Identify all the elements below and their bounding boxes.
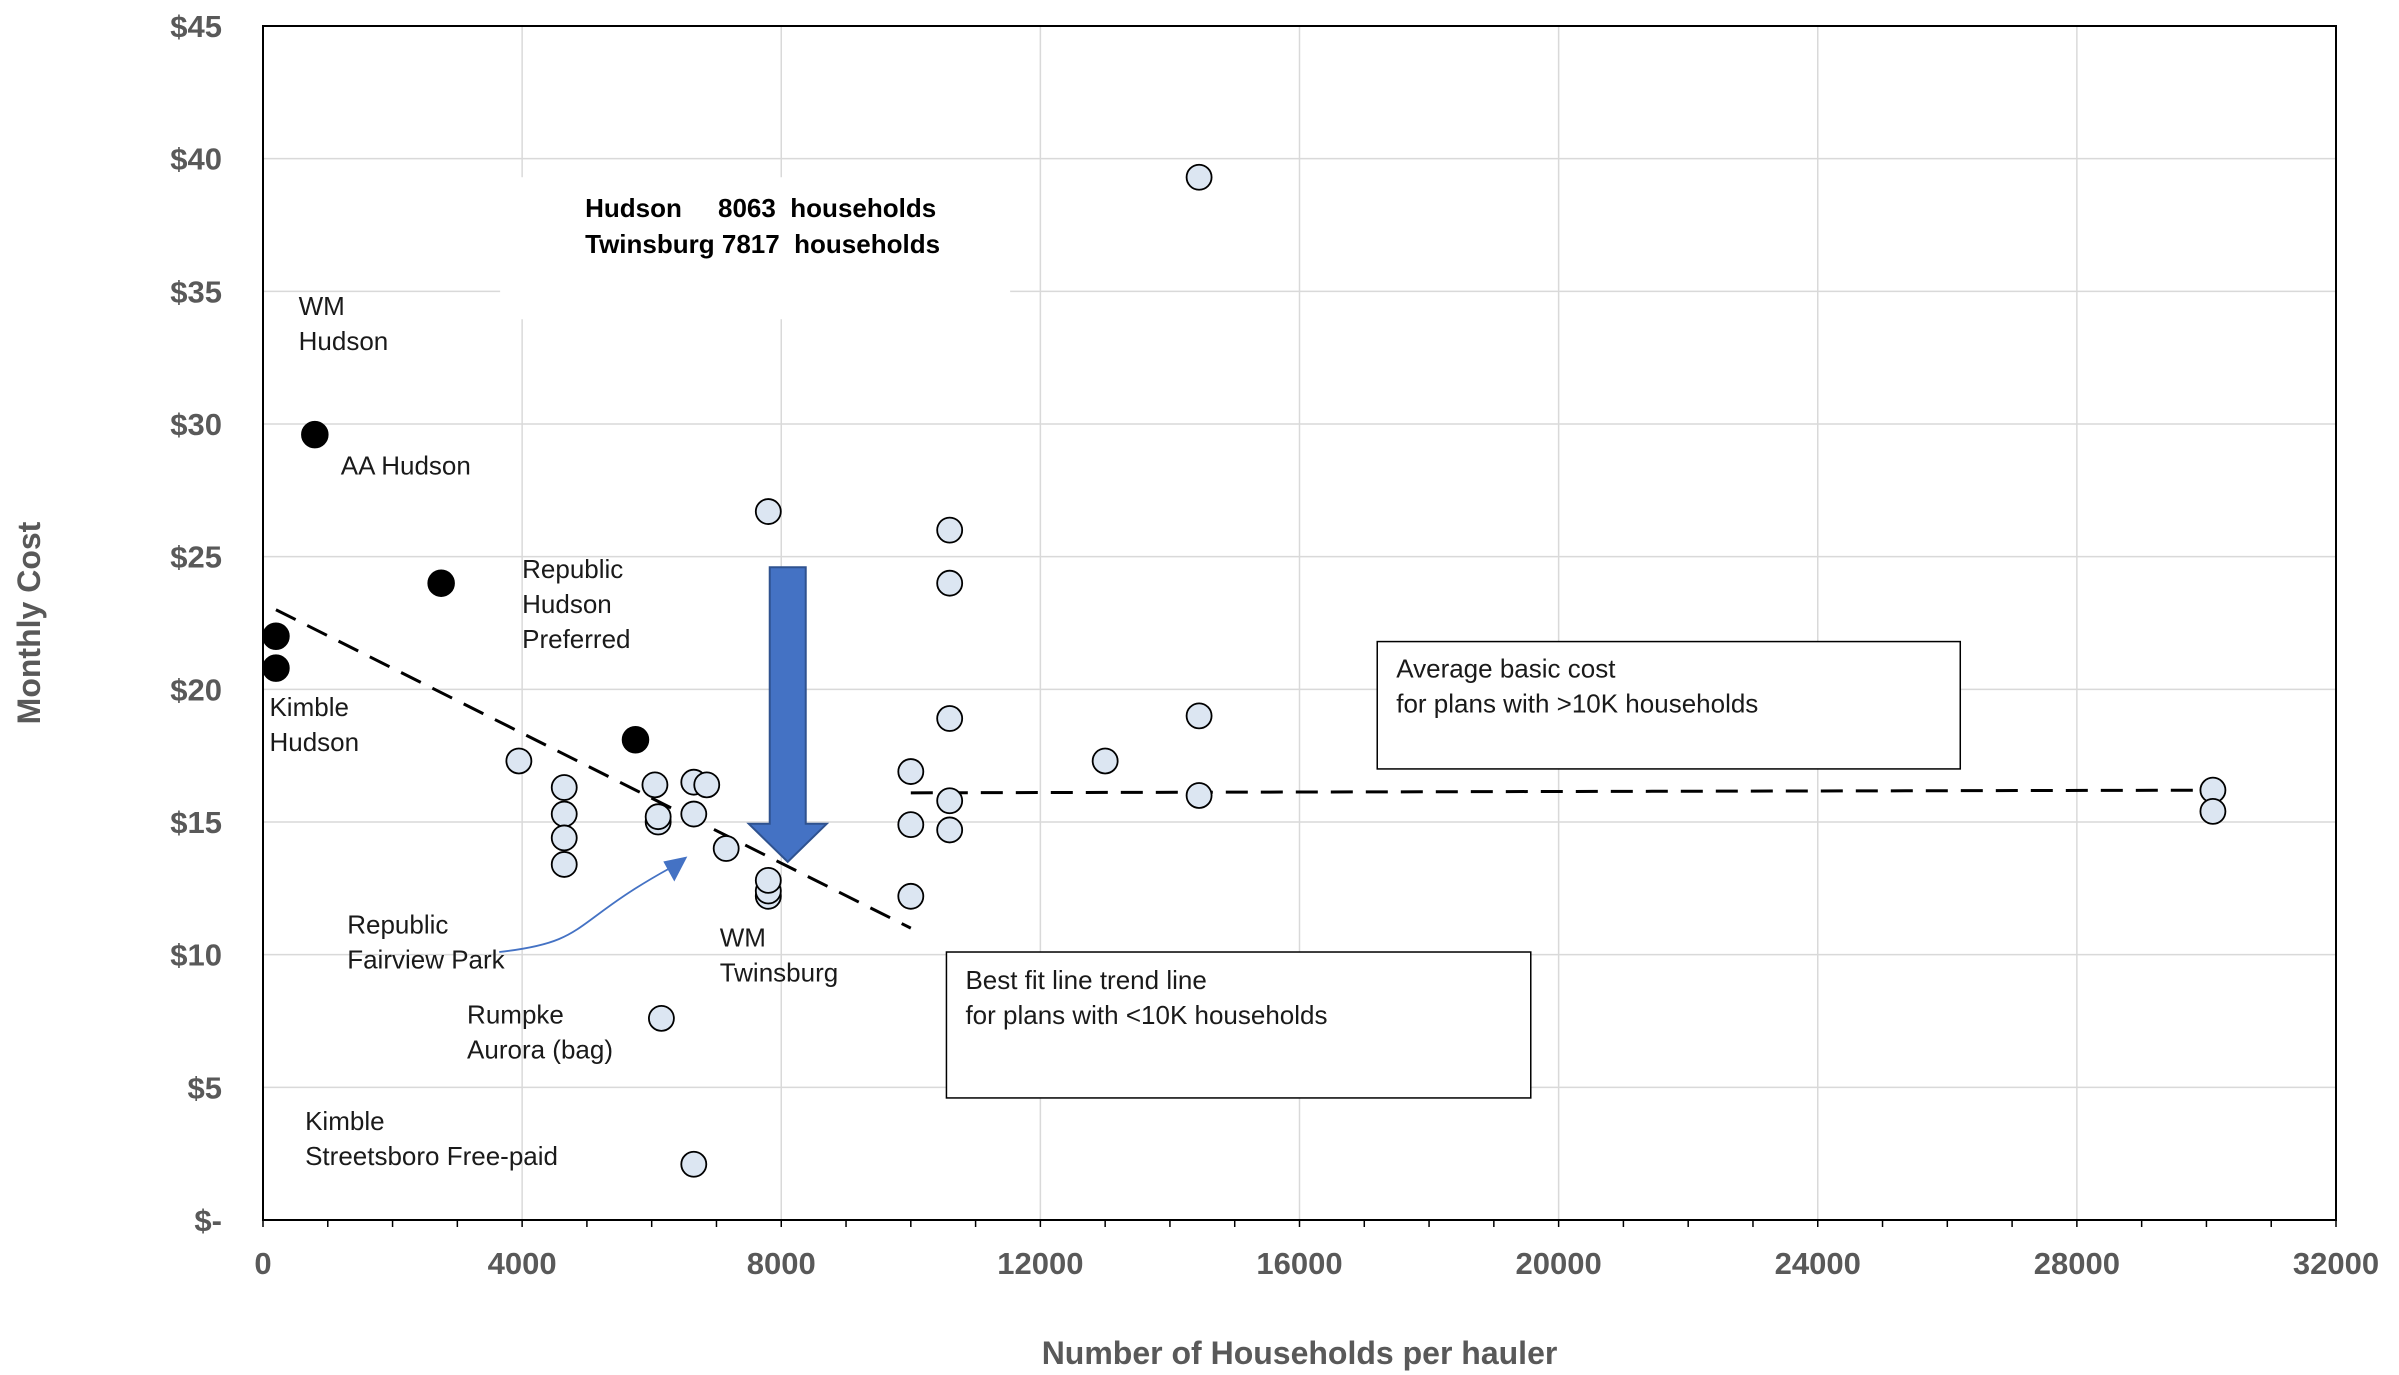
trend-line	[910, 788, 2213, 795]
x-tick-label: 32000	[2293, 1246, 2379, 1281]
point-annotation-text: WM	[720, 923, 766, 953]
point-annotation-text: Streetsboro Free-paid	[305, 1141, 558, 1171]
y-tick-label: $-	[194, 1203, 222, 1238]
highlighted-data-point	[621, 725, 650, 754]
data-point	[897, 882, 925, 910]
point-annotation-text: Preferred	[522, 624, 630, 654]
curved-arrow	[499, 856, 688, 953]
curved-arrow-line	[499, 867, 670, 953]
down-arrow	[746, 566, 830, 864]
best-fit-box: Best fit line trend line for plans with …	[945, 951, 1532, 1099]
point-annotation-text: Kimble	[269, 692, 348, 722]
data-point	[693, 771, 721, 799]
data-point	[936, 516, 964, 544]
y-tick-label: $30	[170, 407, 222, 442]
curved-arrow-head	[663, 856, 688, 882]
trend-lines	[275, 608, 2213, 930]
data-point	[897, 811, 925, 839]
data-point	[936, 787, 964, 815]
best-fit-line-2: for plans with <10K households	[965, 1000, 1327, 1030]
highlighted-data-point	[262, 622, 290, 651]
point-annotation-text: AA Hudson	[341, 450, 471, 480]
point-annotation-text: Twinsburg	[720, 958, 839, 988]
point-annotation-text: Fairview Park	[347, 944, 505, 974]
data-point	[712, 835, 740, 862]
data-point	[936, 705, 964, 732]
highlighted-points	[262, 420, 650, 754]
point-annotation-text: Kimble	[305, 1106, 384, 1136]
data-point	[897, 758, 925, 785]
point-annotation-text: Hudson	[522, 589, 612, 619]
info-hudson-line: Hudson 8063 households	[585, 193, 936, 223]
data-point	[1091, 747, 1119, 775]
point-annotation-text: Aurora (bag)	[467, 1035, 613, 1065]
best-fit-line-1: Best fit line trend line	[965, 965, 1206, 995]
y-tick-label: $10	[170, 938, 222, 973]
point-annotation-text: Hudson	[269, 727, 359, 757]
info-box-background	[500, 177, 1011, 320]
x-tick-label: 8000	[747, 1246, 816, 1281]
data-point	[550, 774, 578, 801]
y-tick-label: $25	[170, 540, 222, 575]
x-axis-title: Number of Households per hauler	[1042, 1335, 1558, 1371]
point-annotations: WM Hudson AA Hudson Republic Hudson Preferred…	[269, 291, 838, 1171]
x-tick-label: 0	[254, 1246, 271, 1281]
y-tick-label: $35	[170, 274, 222, 309]
data-point	[754, 498, 782, 525]
data-point	[505, 747, 533, 775]
down-arrow-shape	[746, 566, 830, 864]
average-cost-box-frame	[1376, 640, 1962, 770]
trend-line	[275, 608, 912, 930]
y-axis-title: Monthly Cost	[11, 521, 47, 724]
point-annotation-text: WM	[299, 291, 345, 321]
data-point	[550, 800, 578, 828]
data-point	[936, 816, 964, 844]
x-tick-label: 16000	[1256, 1246, 1342, 1281]
y-tick-label: $40	[170, 142, 222, 177]
y-tick-label: $15	[170, 805, 222, 840]
average-cost-line-1: Average basic cost	[1396, 654, 1616, 684]
best-fit-box-frame	[945, 951, 1532, 1099]
data-point	[644, 803, 672, 831]
x-tick-label: 28000	[2034, 1246, 2120, 1281]
data-point	[648, 1004, 675, 1032]
data-point	[936, 569, 964, 597]
x-tick-label: 20000	[1516, 1246, 1602, 1281]
point-annotation-text: Republic	[522, 554, 623, 584]
data-point	[2199, 797, 2227, 825]
data-point	[680, 800, 708, 828]
average-cost-line-2: for plans with >10K households	[1396, 689, 1758, 719]
y-tick-label: $5	[188, 1070, 222, 1105]
data-point	[1185, 782, 1213, 809]
info-twinsburg-line: Twinsburg 7817 households	[585, 229, 940, 259]
x-tick-label: 12000	[997, 1246, 1083, 1281]
point-annotation-text: Republic	[347, 909, 448, 939]
households-info-box: Hudson 8063 households Twinsburg 7817 ho…	[500, 177, 1011, 320]
y-tick-label: $20	[170, 672, 222, 707]
data-point	[641, 771, 669, 799]
other-points	[505, 163, 2227, 1178]
point-annotation-text: Rumpke	[467, 1000, 564, 1030]
x-tick-labels: 0 4000 8000 12000 16000 20000 24000 28000 32000	[254, 1246, 2379, 1281]
average-cost-box: Average basic cost for plans with >10K h…	[1376, 640, 1962, 770]
data-point	[1185, 702, 1213, 730]
x-tick-label: 4000	[488, 1246, 557, 1281]
highlighted-data-point	[262, 654, 290, 682]
y-tick-label: $45	[170, 9, 222, 44]
data-point	[550, 824, 578, 852]
y-tick-labels: $- $5 $10 $15 $20 $25 $30 $35 $40 $45	[170, 9, 222, 1238]
data-point	[1185, 163, 1213, 191]
data-point	[550, 851, 578, 878]
data-point	[754, 866, 782, 894]
point-annotation-text: Hudson	[299, 326, 389, 356]
highlighted-data-point	[427, 569, 455, 597]
data-point	[680, 1150, 708, 1178]
plot-area-border	[262, 25, 2337, 1227]
highlighted-data-point	[301, 420, 329, 449]
x-tick-label: 24000	[1775, 1246, 1861, 1281]
